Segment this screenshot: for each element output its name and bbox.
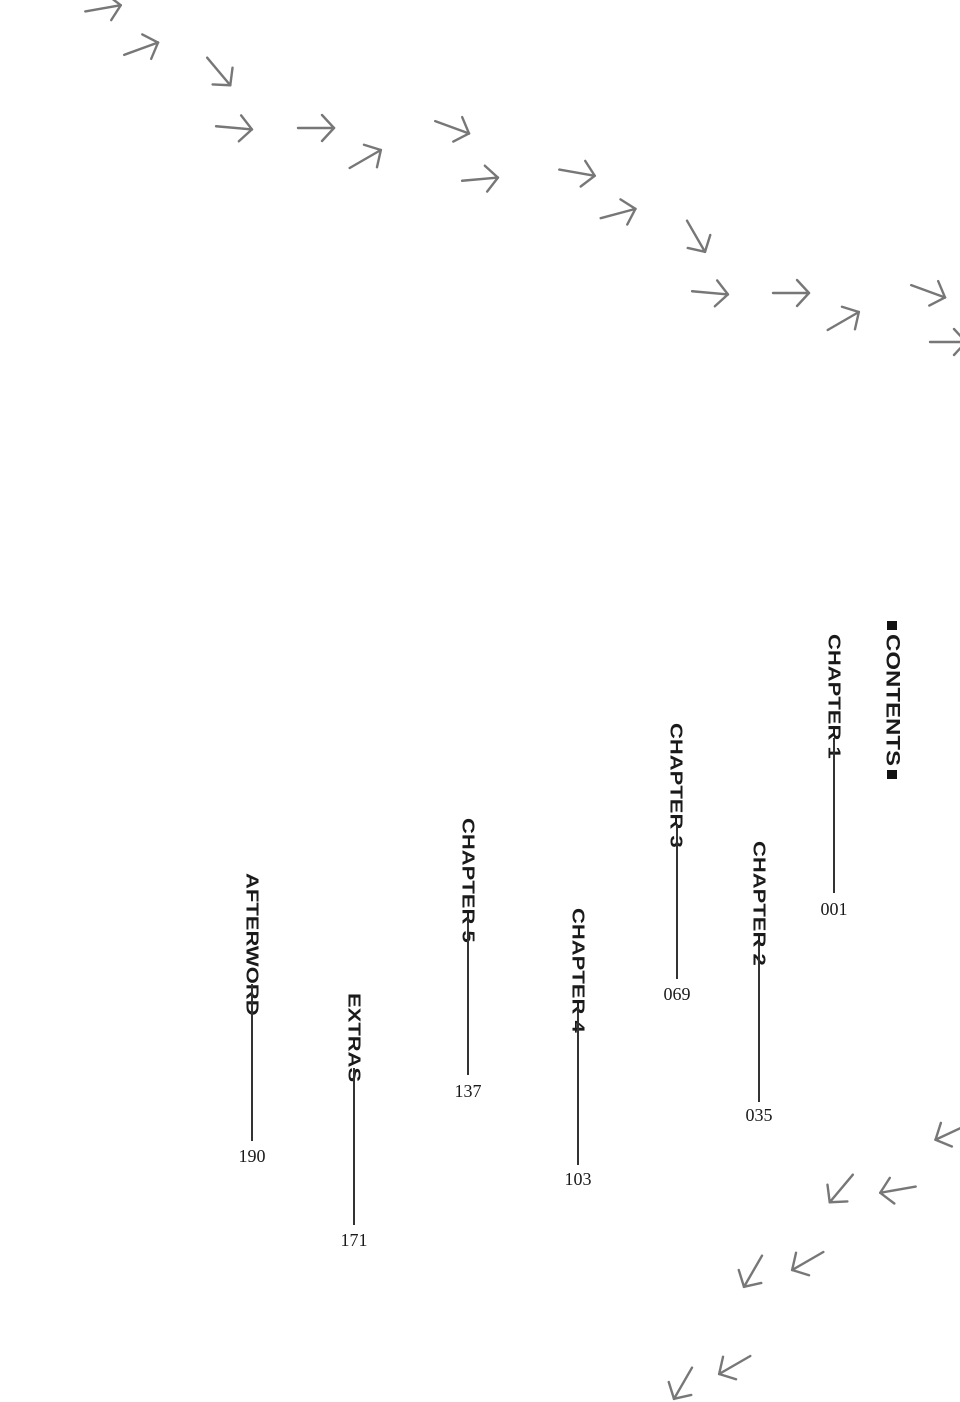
bird-footprint-icon <box>558 159 596 188</box>
bird-footprint-icon <box>685 219 712 254</box>
bird-footprint-icon <box>771 278 811 308</box>
bird-footprint-icon <box>460 164 500 193</box>
bird-footprint-icon <box>84 0 122 22</box>
toc-page-number: 171 <box>340 1230 368 1250</box>
bird-footprint-icon <box>928 327 960 357</box>
bird-footprint-icon <box>717 1354 752 1381</box>
contents-heading: CONTENTS <box>880 621 904 779</box>
bird-footprint-icon <box>296 113 336 143</box>
toc-page-number: 190 <box>238 1146 266 1166</box>
heading-bar-bottom <box>887 770 897 779</box>
bird-footprint-icon <box>934 1121 960 1148</box>
toc-leader-line <box>577 1008 579 1165</box>
toc-page-number: 103 <box>564 1169 592 1189</box>
bird-footprint-icon <box>879 1176 917 1205</box>
toc-entry-chapter-3[interactable]: CHAPTER 3 <box>666 723 687 848</box>
toc-entry-chapter-1[interactable]: CHAPTER 1 <box>824 634 845 759</box>
toc-entry-chapter-4[interactable]: CHAPTER 4 <box>568 908 589 1033</box>
toc-leader-line <box>833 738 835 893</box>
toc-leader-line <box>467 918 469 1075</box>
toc-page-number: 035 <box>745 1105 773 1125</box>
toc-page-number: 137 <box>454 1081 482 1101</box>
bird-footprint-icon <box>910 279 947 307</box>
toc-leader-line <box>251 984 253 1141</box>
bird-footprint-icon <box>599 198 637 226</box>
bird-footprint-icon <box>667 1366 694 1401</box>
toc-entry-chapter-2[interactable]: CHAPTER 2 <box>749 841 770 966</box>
toc-entry-afterword[interactable]: AFTERWORD <box>242 873 263 1016</box>
bird-footprint-icon <box>434 115 471 143</box>
bird-footprint-icon <box>205 56 234 87</box>
toc-leader-line <box>676 824 678 979</box>
toc-page-number: 069 <box>663 984 691 1004</box>
bird-footprint-icon <box>790 1250 825 1277</box>
toc-entry-extras[interactable]: EXTRAS <box>344 993 365 1083</box>
bird-footprint-icon <box>214 114 254 143</box>
bird-footprint-icon <box>737 1254 764 1289</box>
toc-entry-chapter-5[interactable]: CHAPTER 5 <box>458 818 479 943</box>
bird-footprint-icon <box>826 1173 855 1204</box>
toc-page-number: 001 <box>820 899 848 919</box>
bird-footprint-icon <box>348 143 383 170</box>
toc-leader-line <box>758 942 760 1102</box>
bird-footprint-icon <box>826 305 861 332</box>
contents-title: CONTENTS <box>881 634 904 766</box>
bird-footprint-icon <box>123 33 160 61</box>
toc-leader-line <box>353 1068 355 1225</box>
bird-footprint-icon <box>690 279 730 308</box>
heading-bar-top <box>887 621 897 630</box>
